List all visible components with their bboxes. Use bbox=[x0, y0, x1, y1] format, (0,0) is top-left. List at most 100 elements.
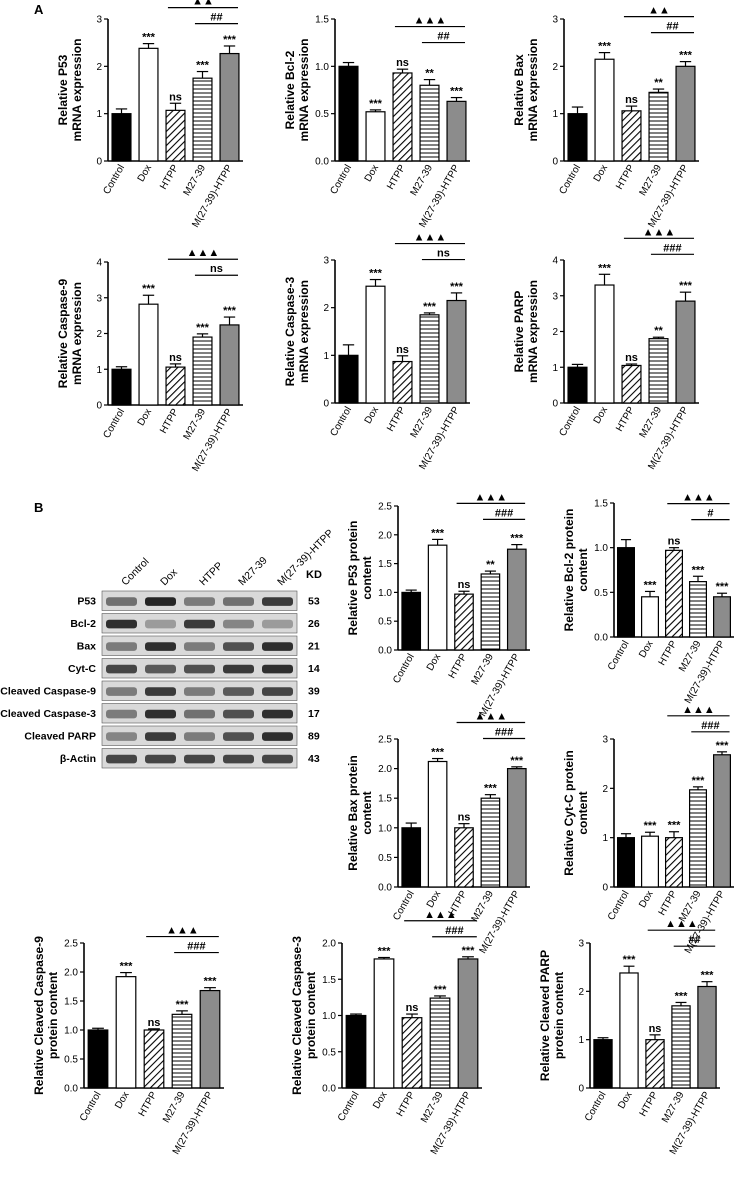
y-tick-label: 0.5 bbox=[315, 109, 329, 120]
blot-protein-label: Bax bbox=[77, 640, 96, 652]
category-label: Control bbox=[557, 163, 583, 196]
y-tick-label: 1.0 bbox=[378, 823, 392, 834]
category-label: Control bbox=[78, 1090, 104, 1123]
blot-protein-label: Cleaved PARP bbox=[24, 730, 96, 742]
y-tick-label: 2 bbox=[552, 62, 558, 73]
comparison-label: ▲▲▲ bbox=[682, 492, 715, 504]
significance-label: *** bbox=[120, 961, 134, 973]
bar-M(27-39)-HTPP bbox=[506, 767, 527, 888]
bar-HTPP bbox=[664, 549, 683, 638]
bar-HTPP bbox=[392, 360, 413, 404]
blot-band bbox=[106, 597, 137, 606]
category-label: M27-39 bbox=[638, 163, 665, 198]
y-tick-label: 3 bbox=[578, 939, 584, 950]
bar-Dox bbox=[640, 596, 659, 638]
significance-label: *** bbox=[510, 533, 524, 545]
y-tick-label: 1 bbox=[323, 351, 329, 362]
y-tick-label: 1.0 bbox=[378, 588, 392, 599]
y-axis-label-line: Relative Bcl-2 protein bbox=[562, 509, 576, 632]
category-label: M27-39 bbox=[419, 1090, 446, 1125]
blot-band bbox=[145, 619, 176, 629]
chart-c2: 0.0 0.5 1.0 1.5 Relative Bcl-2mRNA expressio… bbox=[283, 15, 470, 230]
category-label: M27-39 bbox=[470, 889, 497, 924]
chart-c3: 0 1 2 3 Relative BaxmRNA expression Control **… bbox=[512, 5, 699, 230]
bar-Control bbox=[338, 65, 359, 162]
bar-M(27-39)-HTPP bbox=[446, 299, 467, 404]
significance-label: *** bbox=[369, 268, 383, 280]
y-tick-label: 1 bbox=[96, 365, 102, 376]
kd-header: KD bbox=[306, 569, 322, 581]
bar-Dox bbox=[373, 958, 395, 1089]
y-tick-label: 0.0 bbox=[378, 883, 392, 894]
y-tick-label: 0 bbox=[602, 883, 608, 894]
blot-band bbox=[262, 597, 293, 606]
y-axis-label: Relative Bcl-2mRNA expression bbox=[283, 39, 311, 142]
bar-M27-39 bbox=[671, 1005, 691, 1089]
y-tick-label: 1.5 bbox=[378, 559, 392, 570]
comparison-label: ▲▲▲ bbox=[414, 232, 447, 244]
y-tick-label: 1 bbox=[578, 1035, 584, 1046]
bar-HTPP bbox=[143, 1029, 165, 1089]
y-tick-label: 1.5 bbox=[322, 975, 336, 986]
comparison-label: ▲▲ bbox=[648, 5, 670, 17]
bar-M27-39 bbox=[192, 77, 213, 162]
blot-band bbox=[106, 642, 137, 651]
blot-band bbox=[262, 664, 293, 674]
y-tick-label: 3 bbox=[552, 15, 558, 26]
chart-c8: 0.0 0.5 1.0 1.5 Relative Bcl-2 proteinconten… bbox=[562, 492, 734, 706]
significance-label: *** bbox=[675, 990, 689, 1002]
significance-label: *** bbox=[142, 32, 156, 44]
significance-label: *** bbox=[679, 50, 693, 62]
comparison-label: ▲▲▲ bbox=[424, 909, 457, 921]
chart-c10: 0 1 2 3 Relative Cyt-C proteincontent Control… bbox=[562, 704, 734, 956]
y-tick-label: 0 bbox=[96, 401, 102, 412]
y-tick-label: 3 bbox=[602, 735, 608, 746]
y-tick-label: 1.0 bbox=[594, 543, 608, 554]
blot-band bbox=[223, 642, 254, 651]
y-axis-label-line: Relative Bax protein bbox=[346, 755, 360, 870]
y-axis-label-line: mRNA expression bbox=[70, 282, 84, 385]
blot-band bbox=[106, 664, 137, 674]
blot-lane-label: HTPP bbox=[197, 560, 225, 588]
bar-Dox bbox=[365, 285, 386, 404]
significance-label: *** bbox=[223, 34, 237, 46]
y-axis-label-line: content bbox=[360, 791, 374, 834]
significance-label: *** bbox=[369, 98, 383, 110]
bar-M27-39 bbox=[192, 336, 213, 406]
significance-label: *** bbox=[378, 946, 392, 958]
y-axis-label: Relative Cleaved Caspase-9protein conten… bbox=[32, 936, 60, 1095]
bar-M27-39 bbox=[648, 338, 669, 404]
y-tick-label: 1.0 bbox=[64, 1026, 78, 1037]
panel-label-a: A bbox=[34, 2, 44, 17]
category-label: Dox bbox=[616, 1090, 634, 1111]
category-label: HTPP bbox=[385, 163, 408, 192]
category-label: HTPP bbox=[395, 1090, 418, 1119]
bar-Dox bbox=[594, 58, 615, 162]
chart-c12: 0.0 0.5 1.0 1.5 2.0 Relative Cleaved Caspase-… bbox=[290, 909, 482, 1157]
y-tick-label: 2 bbox=[578, 987, 584, 998]
bar-M27-39 bbox=[688, 789, 707, 888]
category-label: M27-39 bbox=[638, 405, 665, 440]
significance-label: *** bbox=[223, 305, 237, 317]
bar-Control bbox=[616, 837, 635, 888]
category-label: M27-39 bbox=[470, 652, 497, 687]
y-axis-label-line: Relative Bcl-2 bbox=[283, 50, 297, 129]
significance-label: *** bbox=[204, 976, 218, 988]
significance-label: *** bbox=[196, 60, 210, 72]
bar-M(27-39)-HTPP bbox=[199, 989, 221, 1089]
blot-band bbox=[106, 754, 137, 764]
significance-label: *** bbox=[623, 954, 637, 966]
bar-HTPP bbox=[401, 1017, 423, 1089]
bar-Control bbox=[567, 366, 588, 404]
blot-band bbox=[184, 687, 215, 696]
comparison-label: ## bbox=[666, 21, 678, 33]
significance-label: *** bbox=[679, 280, 693, 292]
category-label: HTPP bbox=[447, 652, 470, 681]
blot-band bbox=[223, 754, 254, 764]
category-label: Control bbox=[606, 889, 632, 922]
category-label: Control bbox=[391, 652, 417, 685]
blot-band bbox=[184, 642, 215, 651]
significance-label: *** bbox=[176, 999, 190, 1011]
blot-band bbox=[262, 619, 293, 629]
